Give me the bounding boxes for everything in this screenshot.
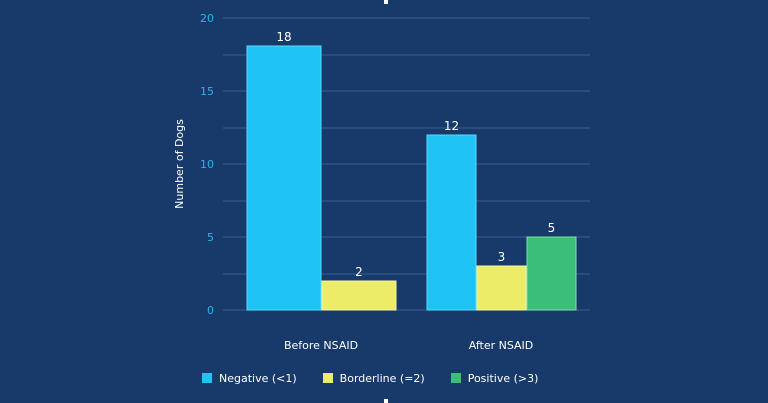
y-axis-title: Number of Dogs: [173, 119, 186, 209]
x-category-label-before-nsaid: Before NSAID: [284, 339, 358, 352]
y-tick-label: 15: [200, 85, 214, 98]
legend-item-positive: Positive (>3): [450, 371, 539, 385]
top-marker: [384, 0, 388, 4]
bar-after-nsaid-positive: [526, 236, 577, 311]
bar-after-nsaid-negative: [426, 134, 477, 311]
legend-label-positive: Positive (>3): [467, 371, 539, 385]
bars: [246, 45, 577, 311]
bar-value-label-after-positive: 5: [548, 221, 556, 235]
x-axis: Before NSAID After NSAID: [284, 339, 533, 352]
legend-label-negative: Negative (<1): [219, 371, 297, 385]
bar-value-label-before-negative: 18: [276, 30, 291, 44]
y-tick-label: 10: [200, 158, 214, 171]
bar-value-label-after-borderline: 3: [498, 250, 506, 264]
y-tick-label: 0: [207, 304, 214, 317]
bar-after-nsaid-borderline: [476, 265, 527, 311]
bar-before-nsaid-borderline: [321, 280, 397, 311]
legend-item-negative: Negative (<1): [202, 372, 297, 385]
legend: Negative (<1) Borderline (=2) Positive (…: [202, 370, 538, 386]
bar-value-labels: 18 2 12 3 5: [276, 30, 555, 279]
legend-swatch-borderline: [322, 373, 333, 383]
bar-value-label-before-borderline: 2: [355, 265, 363, 279]
y-axis: 20 15 10 5 0 Number of Dogs: [173, 12, 214, 317]
bar-before-nsaid-negative: [246, 45, 322, 311]
legend-label-borderline: Borderline (=2): [339, 371, 425, 385]
bottom-marker: [384, 399, 388, 403]
legend-swatch-positive: [450, 373, 461, 383]
y-tick-label: 5: [207, 231, 214, 244]
bar-value-label-after-negative: 12: [444, 119, 459, 133]
x-category-label-after-nsaid: After NSAID: [469, 339, 534, 352]
legend-swatch-negative: [202, 373, 212, 383]
y-tick-label: 20: [200, 12, 214, 25]
legend-item-borderline: Borderline (=2): [322, 371, 425, 385]
